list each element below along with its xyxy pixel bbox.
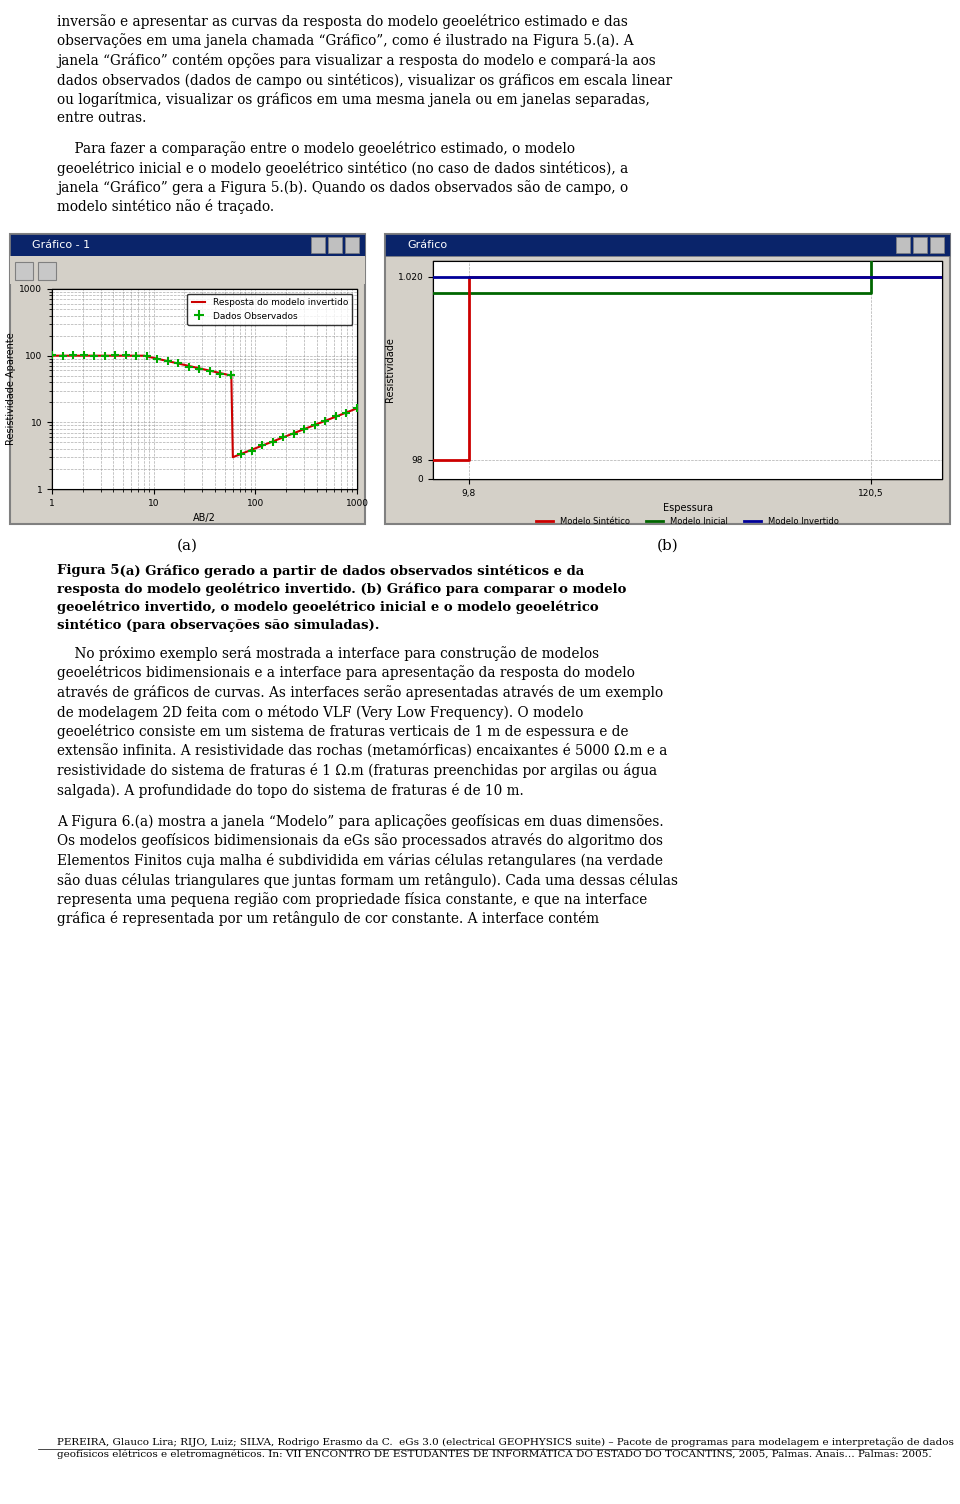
Modelo Inicial bbox=[463, 284, 474, 302]
Bar bbox=[913, 238, 927, 253]
Text: resistividade do sistema de fraturas é 1 Ω.m (fraturas preenchidas por argilas o: resistividade do sistema de fraturas é 1… bbox=[57, 763, 658, 778]
Bar bbox=[385, 235, 950, 256]
Bar bbox=[15, 262, 33, 280]
Text: (a) Gráfico gerado a partir de dados observados sintéticos e da: (a) Gráfico gerado a partir de dados obs… bbox=[115, 564, 585, 578]
Bar bbox=[328, 238, 342, 253]
Text: geoelétricos bidimensionais e a interface para apresentação da resposta do model: geoelétricos bidimensionais e a interfac… bbox=[57, 665, 635, 680]
Text: geoelétrico inicial e o modelo geoelétrico sintético (no caso de dados sintético: geoelétrico inicial e o modelo geoelétri… bbox=[57, 161, 628, 176]
Text: inversão e apresentar as curvas da resposta do modelo geoelétrico estimado e das: inversão e apresentar as curvas da respo… bbox=[57, 14, 628, 29]
Modelo Sintético bbox=[936, 268, 948, 286]
Legend: Resposta do modelo invertido, Dados Observados: Resposta do modelo invertido, Dados Obse… bbox=[187, 293, 352, 325]
Text: Elementos Finitos cuja malha é subdividida em várias células retangulares (na ve: Elementos Finitos cuja malha é subdividi… bbox=[57, 853, 663, 868]
Text: ou logarítmica, visualizar os gráficos em uma mesma janela ou em janelas separad: ou logarítmica, visualizar os gráficos e… bbox=[57, 92, 650, 107]
Text: janela “Gráfico” gera a Figura 5.(b). Quando os dados observados são de campo, o: janela “Gráfico” gera a Figura 5.(b). Qu… bbox=[57, 180, 628, 196]
Line: Modelo Inicial: Modelo Inicial bbox=[433, 0, 942, 293]
Text: salgada). A profundidade do topo do sistema de fraturas é de 10 m.: salgada). A profundidade do topo do sist… bbox=[57, 782, 524, 797]
Text: através de gráficos de curvas. As interfaces serão apresentadas através de um ex: através de gráficos de curvas. As interf… bbox=[57, 684, 663, 699]
Text: Gráfico - 1: Gráfico - 1 bbox=[32, 241, 90, 250]
Text: extensão infinita. A resistividade das rochas (metamórficas) encaixantes é 5000 : extensão infinita. A resistividade das r… bbox=[57, 743, 667, 758]
Bar bbox=[10, 235, 365, 256]
Bar bbox=[433, 484, 942, 519]
Text: sintético (para observações são simuladas).: sintético (para observações são simulada… bbox=[57, 618, 379, 632]
Text: Os modelos geofísicos bidimensionais da eGs são processados através do algoritmo: Os modelos geofísicos bidimensionais da … bbox=[57, 833, 663, 848]
Text: Figura 5.: Figura 5. bbox=[57, 564, 124, 578]
Text: representa uma pequena região com propriedade física constante, e que na interfa: representa uma pequena região com propri… bbox=[57, 892, 647, 907]
Modelo Invertido bbox=[936, 268, 948, 286]
Text: dados observados (dados de campo ou sintéticos), visualizar os gráficos em escal: dados observados (dados de campo ou sint… bbox=[57, 72, 672, 87]
Modelo Invertido bbox=[463, 268, 474, 286]
X-axis label: Espessura: Espessura bbox=[662, 504, 712, 513]
Text: PEREIRA, Glauco Lira; RIJO, Luiz; SILVA, Rodrigo Erasmo da C.  eGs 3.0 (electric: PEREIRA, Glauco Lira; RIJO, Luiz; SILVA,… bbox=[57, 1436, 954, 1459]
Modelo Invertido bbox=[427, 268, 439, 286]
Bar bbox=[896, 238, 910, 253]
Text: No próximo exemplo será mostrada a interface para construção de modelos: No próximo exemplo será mostrada a inter… bbox=[57, 647, 599, 660]
Bar bbox=[311, 238, 325, 253]
Modelo Invertido bbox=[463, 268, 474, 286]
Bar bbox=[433, 262, 942, 478]
Line: Modelo Sintético: Modelo Sintético bbox=[433, 277, 942, 460]
Text: resposta do modelo geolétrico invertido. (b) Gráfico para comparar o modelo: resposta do modelo geolétrico invertido.… bbox=[57, 582, 626, 596]
Text: modelo sintético não é traçado.: modelo sintético não é traçado. bbox=[57, 200, 275, 215]
Text: janela “Gráfico” contém opções para visualizar a resposta do modelo e compará-la: janela “Gráfico” contém opções para visu… bbox=[57, 53, 656, 68]
Text: geoelétrico consiste em um sistema de fraturas verticais de 1 m de espessura e d: geoelétrico consiste em um sistema de fr… bbox=[57, 723, 629, 738]
Text: (b): (b) bbox=[657, 538, 679, 553]
Modelo Inicial bbox=[427, 284, 439, 302]
Y-axis label: Resistividade: Resistividade bbox=[385, 337, 395, 403]
Modelo Sintético bbox=[427, 451, 439, 469]
Modelo Sintético bbox=[463, 268, 474, 286]
Bar bbox=[10, 235, 365, 523]
Legend: Modelo Sintético, Modelo Inicial, Modelo Invertido: Modelo Sintético, Modelo Inicial, Modelo… bbox=[533, 514, 842, 529]
Text: gráfica é representada por um retângulo de cor constante. A interface contém: gráfica é representada por um retângulo … bbox=[57, 911, 599, 926]
Bar bbox=[385, 235, 950, 523]
Text: entre outras.: entre outras. bbox=[57, 111, 146, 125]
Text: Para fazer a comparação entre o modelo geoelétrico estimado, o modelo: Para fazer a comparação entre o modelo g… bbox=[57, 141, 575, 156]
Text: são duas células triangulares que juntas formam um retângulo). Cada uma dessas c: são duas células triangulares que juntas… bbox=[57, 872, 678, 887]
Bar bbox=[10, 256, 365, 284]
Bar bbox=[38, 262, 56, 280]
Text: geoelétrico invertido, o modelo geoelétrico inicial e o modelo geoelétrico: geoelétrico invertido, o modelo geoelétr… bbox=[57, 600, 599, 614]
X-axis label: AB/2: AB/2 bbox=[193, 513, 216, 523]
Bar bbox=[930, 238, 944, 253]
Modelo Inicial bbox=[865, 284, 876, 302]
Text: Gráfico: Gráfico bbox=[407, 241, 447, 250]
Text: observações em uma janela chamada “Gráfico”, como é ilustrado na Figura 5.(a). A: observações em uma janela chamada “Gráfi… bbox=[57, 33, 634, 48]
Text: de modelagem 2D feita com o método VLF (Very Low Frequency). O modelo: de modelagem 2D feita com o método VLF (… bbox=[57, 704, 584, 719]
Text: (a): (a) bbox=[177, 538, 198, 553]
Modelo Sintético bbox=[463, 451, 474, 469]
Y-axis label: Resistividade Aparente: Resistividade Aparente bbox=[7, 332, 16, 445]
Bar bbox=[52, 289, 357, 489]
Modelo Inicial bbox=[463, 284, 474, 302]
Bar bbox=[345, 238, 359, 253]
Text: A Figura 6.(a) mostra a janela “Modelo” para aplicações geofísicas em duas dimen: A Figura 6.(a) mostra a janela “Modelo” … bbox=[57, 814, 663, 829]
